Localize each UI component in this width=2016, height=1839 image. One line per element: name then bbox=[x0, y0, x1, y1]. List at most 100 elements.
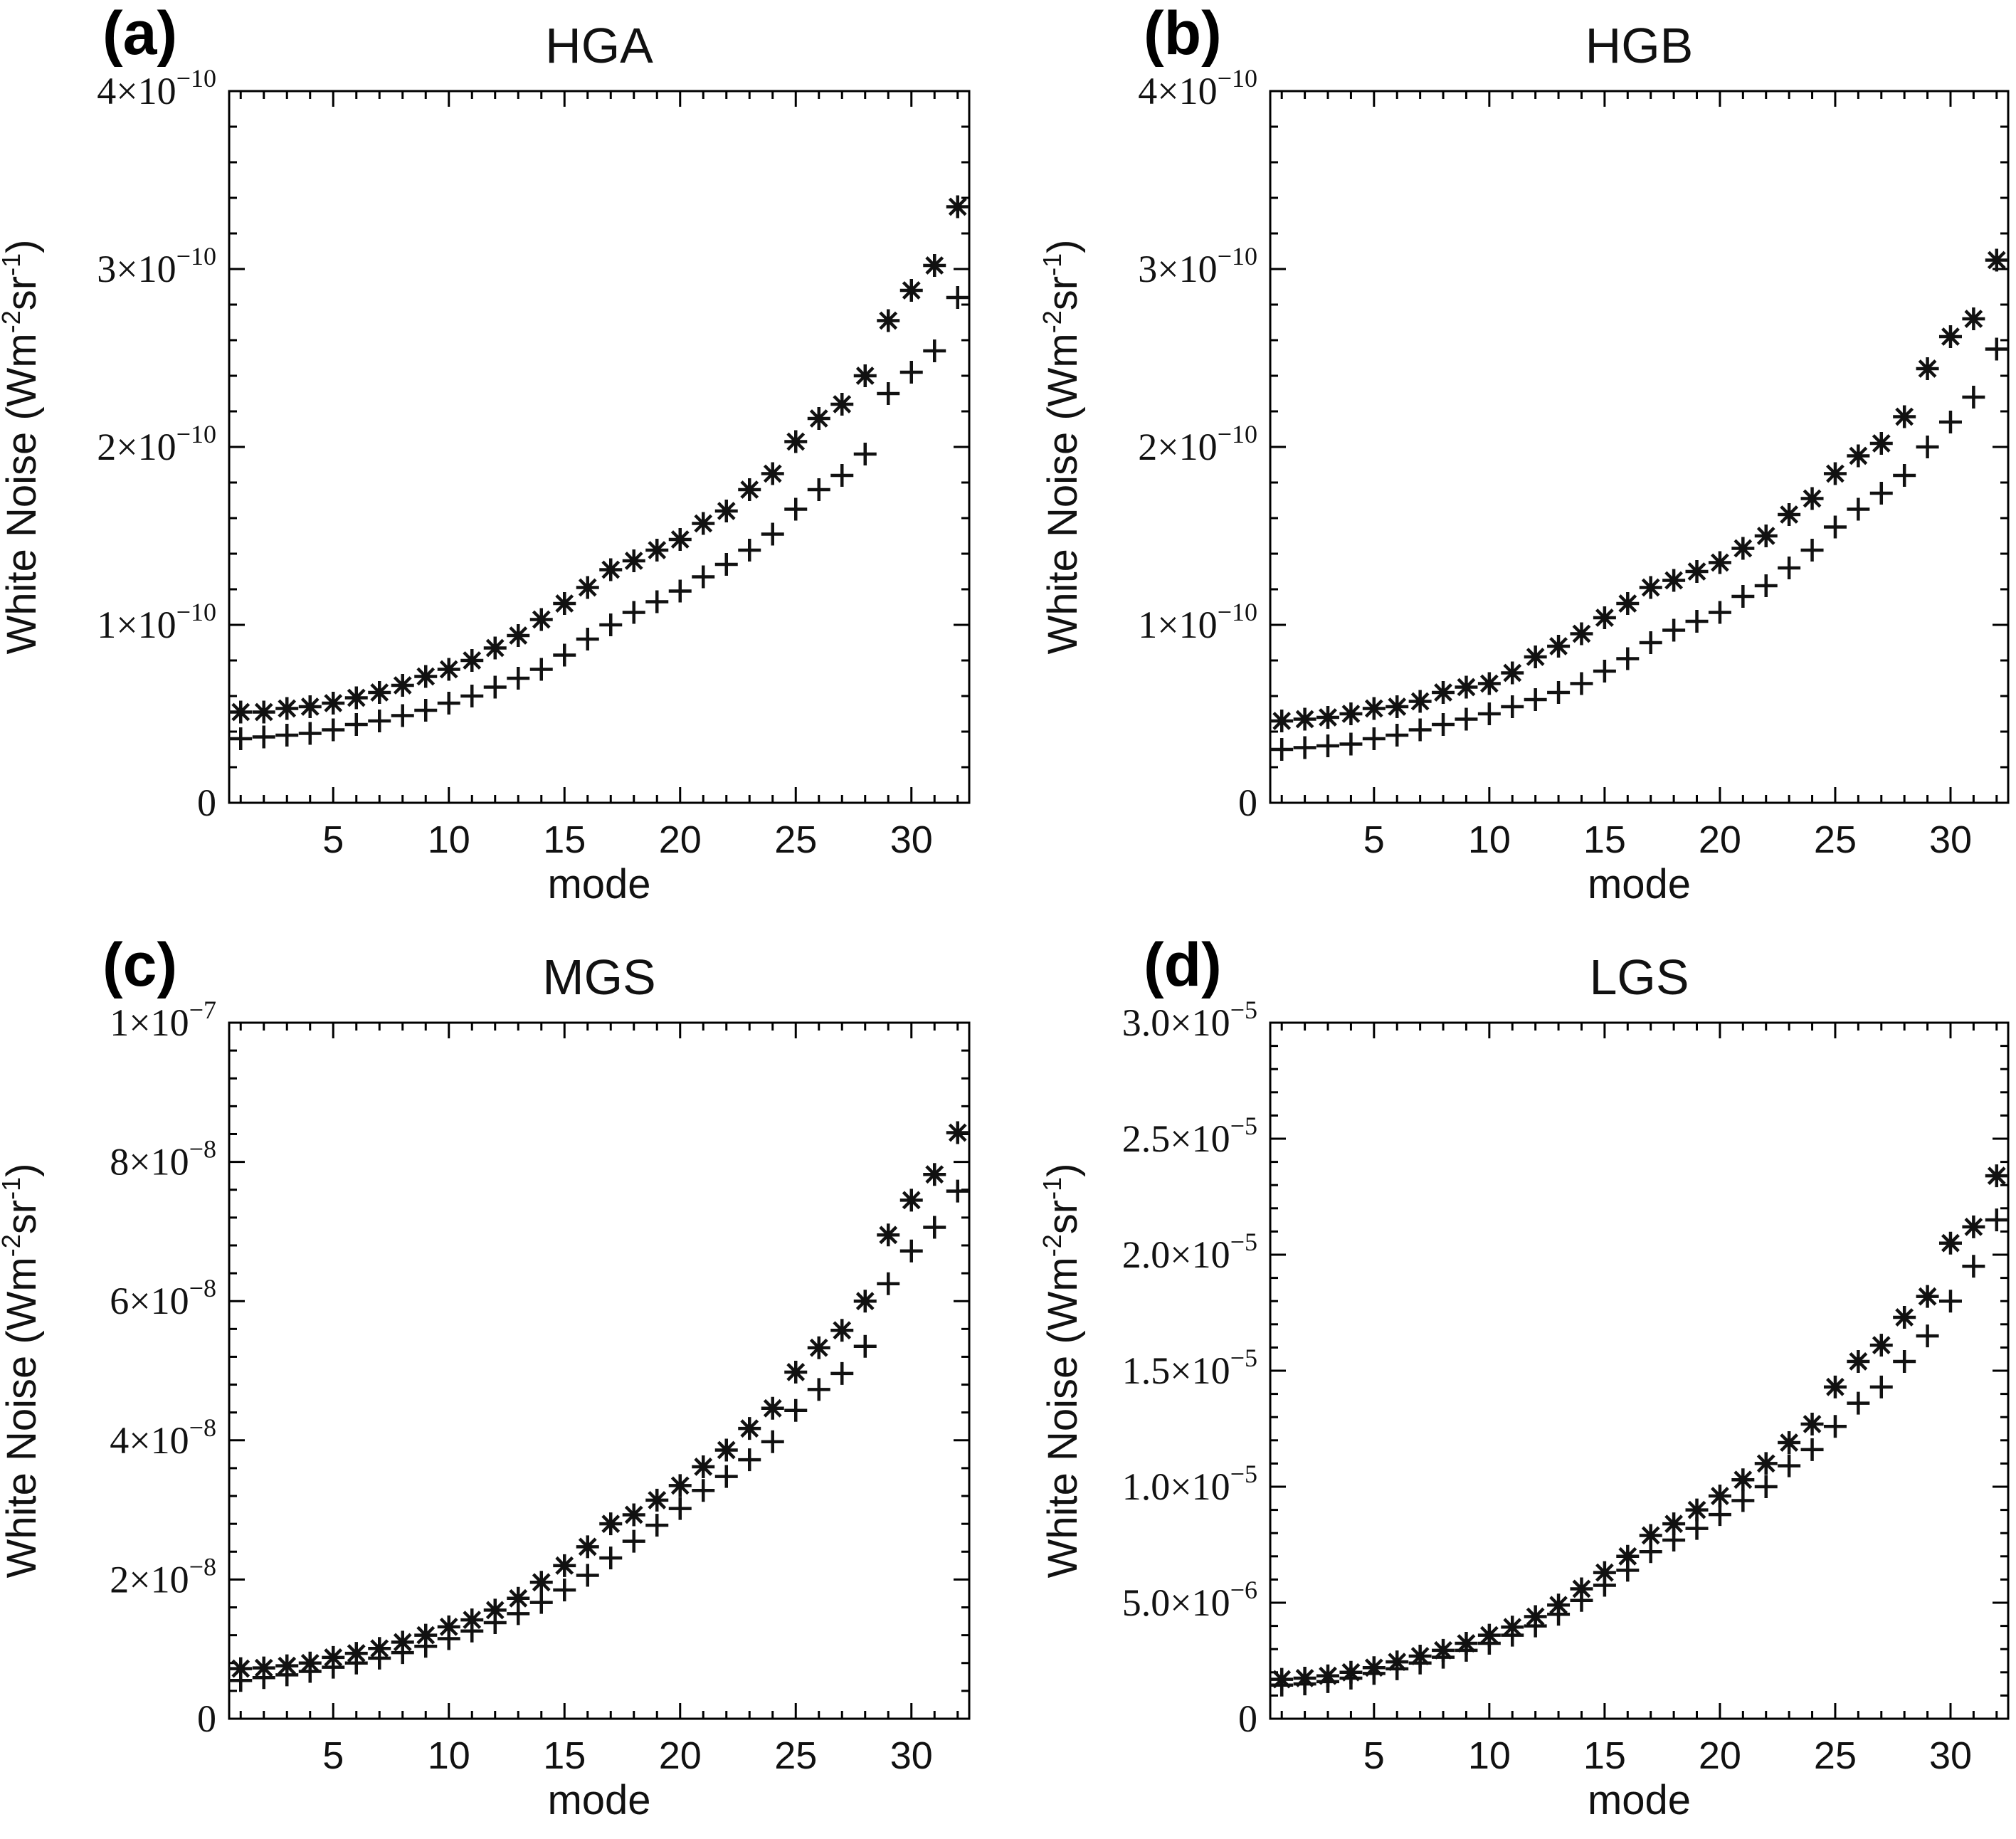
plus-point bbox=[1270, 738, 1294, 761]
y-tick-exponent: −8 bbox=[189, 1413, 216, 1442]
asterisk-point bbox=[1938, 1231, 1962, 1255]
plus-point bbox=[1547, 1603, 1571, 1626]
y-axis-title-end: ) bbox=[0, 240, 45, 253]
plus-point bbox=[853, 1334, 877, 1358]
plus-point bbox=[761, 522, 784, 546]
plus-point bbox=[391, 704, 414, 727]
plus-point bbox=[252, 725, 275, 749]
y-tick-exponent: −5 bbox=[1230, 996, 1257, 1024]
plus-point bbox=[1524, 688, 1547, 711]
asterisk-point bbox=[1316, 706, 1340, 729]
asterisk-point bbox=[877, 309, 900, 332]
asterisk-point bbox=[1477, 672, 1501, 695]
asterisk-point bbox=[1408, 690, 1432, 713]
plus-point bbox=[1800, 1438, 1824, 1461]
x-tick-label: 25 bbox=[774, 818, 817, 861]
plus-point bbox=[229, 727, 253, 750]
plus-point bbox=[1685, 1517, 1709, 1540]
asterisk-point bbox=[714, 500, 738, 522]
asterisk-point bbox=[877, 1223, 900, 1247]
plus-point bbox=[830, 1361, 854, 1385]
y-axis-title: White Noise (Wm-2sr-1) bbox=[0, 1164, 45, 1579]
plus-point bbox=[622, 1529, 645, 1553]
plus-point bbox=[1823, 1415, 1847, 1438]
y-tick-base: 0 bbox=[197, 1697, 216, 1740]
x-tick-label: 20 bbox=[659, 1734, 702, 1777]
plus-point bbox=[1962, 1255, 1985, 1278]
y-tick-label: 2×10−8 bbox=[110, 1552, 216, 1601]
asterisk-point bbox=[275, 697, 299, 720]
asterisk-point bbox=[923, 1163, 946, 1186]
plus-point bbox=[437, 1627, 460, 1650]
plus-point bbox=[1823, 515, 1847, 539]
plus-point bbox=[1408, 1651, 1432, 1675]
y-tick-label: 0 bbox=[1238, 1697, 1257, 1740]
y-tick-label: 3.0×10−5 bbox=[1122, 996, 1257, 1044]
asterisk-point bbox=[1754, 525, 1778, 547]
x-tick-label: 20 bbox=[659, 818, 702, 861]
plus-point bbox=[599, 613, 623, 636]
asterisk-point bbox=[576, 1535, 599, 1559]
plus-point bbox=[1962, 386, 1985, 409]
y-axis-title: White Noise (Wm-2sr-1) bbox=[0, 240, 45, 655]
plus-point bbox=[1985, 1208, 2008, 1232]
y-tick-exponent: −10 bbox=[1218, 598, 1257, 626]
y-tick-base: 8×10 bbox=[110, 1141, 189, 1184]
y-tick-label: 8×10−8 bbox=[110, 1135, 216, 1184]
asterisk-point bbox=[668, 1474, 692, 1497]
asterisk-point bbox=[946, 195, 969, 218]
x-tick-label: 10 bbox=[428, 818, 470, 861]
asterisk-point bbox=[1962, 1215, 1985, 1238]
y-tick-base: 3×10 bbox=[97, 248, 176, 290]
y-tick-label: 1.5×10−5 bbox=[1122, 1344, 1257, 1392]
y-tick-exponent: −10 bbox=[176, 242, 216, 270]
plus-point bbox=[1455, 1638, 1478, 1662]
asterisk-point bbox=[899, 279, 923, 302]
x-tick-label: 30 bbox=[1929, 1734, 1972, 1777]
y-tick-label: 1.0×10−5 bbox=[1122, 1460, 1257, 1508]
plus-point bbox=[1386, 724, 1409, 747]
plus-point bbox=[1339, 732, 1363, 756]
asterisk-point bbox=[738, 478, 761, 501]
asterisk-point bbox=[692, 1455, 715, 1478]
plus-point bbox=[414, 1635, 438, 1658]
y-axis-title-mid: sr bbox=[1040, 1200, 1086, 1234]
asterisk-point bbox=[229, 1657, 253, 1680]
asterisk-point bbox=[784, 430, 808, 453]
y-axis-title-sup2: -1 bbox=[0, 1177, 26, 1200]
asterisk-point bbox=[483, 636, 507, 660]
x-tick-label: 30 bbox=[890, 1734, 933, 1777]
asterisk-point bbox=[761, 1396, 784, 1420]
plus-point bbox=[599, 1546, 623, 1570]
asterisk-point bbox=[1800, 487, 1824, 510]
x-axis-title: mode bbox=[547, 1777, 650, 1823]
series-asterisk bbox=[1270, 1164, 2008, 1691]
y-axis-title-mid: sr bbox=[0, 276, 45, 310]
asterisk-point bbox=[599, 1512, 623, 1536]
plus-point bbox=[1685, 610, 1709, 633]
plus-point bbox=[1800, 539, 1824, 562]
plus-point bbox=[1731, 585, 1755, 608]
asterisk-point bbox=[622, 1503, 645, 1527]
plus-point bbox=[761, 1430, 784, 1453]
x-tick-label: 5 bbox=[322, 1734, 344, 1777]
plus-point bbox=[576, 1564, 599, 1587]
asterisk-point bbox=[437, 658, 460, 681]
plus-point bbox=[1547, 681, 1571, 704]
plus-point bbox=[946, 1179, 969, 1203]
asterisk-point bbox=[1362, 697, 1386, 720]
plus-point bbox=[1938, 1290, 1962, 1313]
asterisk-point bbox=[1570, 1577, 1593, 1601]
chart-title: LGS bbox=[1589, 949, 1689, 1005]
plus-point bbox=[738, 1448, 761, 1472]
series-plus bbox=[1270, 1208, 2008, 1697]
asterisk-point bbox=[1800, 1412, 1824, 1435]
plus-point bbox=[1708, 601, 1731, 624]
x-tick-label: 30 bbox=[890, 818, 933, 861]
y-tick-label: 2×10−10 bbox=[1138, 420, 1257, 468]
plus-point bbox=[923, 1216, 946, 1239]
plus-point bbox=[1501, 1623, 1524, 1647]
plus-point bbox=[830, 464, 854, 487]
asterisk-point bbox=[1616, 1544, 1640, 1568]
asterisk-point bbox=[622, 549, 645, 572]
